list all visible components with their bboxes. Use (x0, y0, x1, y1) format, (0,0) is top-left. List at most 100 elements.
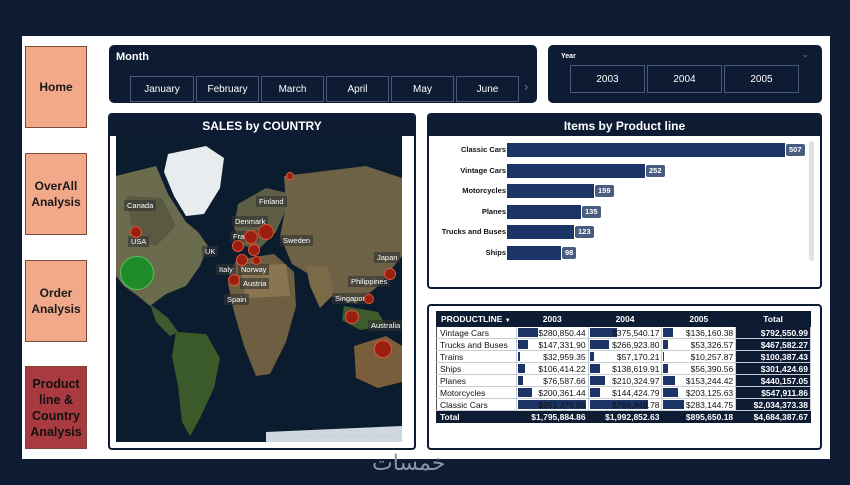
map-bubble-canada[interactable] (130, 226, 142, 238)
month-chip-june[interactable]: June (456, 76, 519, 102)
nav-order-analysis-button[interactable]: Order Analysis (25, 260, 87, 342)
map-label-austria: Austria (240, 278, 270, 289)
cell-data-bar (589, 340, 610, 349)
map-label-uk: UK (202, 246, 219, 257)
bar-category-text: Vintage Cars (460, 165, 506, 175)
cell-2003: $200,361.44 (515, 386, 589, 399)
product-chart-title: Items by Product line (429, 115, 820, 136)
cell-value: Total (440, 411, 460, 422)
sales-by-country-panel: SALES by COUNTRY (108, 113, 416, 450)
cell-2005: $153,244.42 (661, 374, 737, 387)
matrix-header-total[interactable]: Total (735, 311, 811, 327)
map-bubble-finland[interactable] (286, 172, 294, 180)
product-bar-chart: Classic Cars 507 Vintage Cars 252 Motorcycle… (433, 143, 813, 273)
cell-2004: $375,540.17 (587, 326, 663, 339)
matrix-header-productline[interactable]: PRODUCTLINE ▼ (436, 311, 517, 327)
month-chip-may[interactable]: May (391, 76, 454, 102)
table-row[interactable]: Trains $32,959.35 $57,170.21 $10,257.87 $100… (436, 350, 811, 363)
month-chip-february[interactable]: February (196, 76, 259, 102)
map-label-canada: Canada (124, 200, 157, 211)
cell-value: $1,795,884.86 (531, 411, 586, 422)
total-label: Total (436, 410, 517, 423)
cell-value: $106,414.22 (538, 363, 586, 374)
cell-data-bar (517, 364, 526, 373)
row-productline: Ships (436, 362, 517, 375)
cell-value: $266,923.80 (612, 339, 660, 350)
total-2003: $1,795,884.86 (515, 410, 589, 423)
map-bubble-japan[interactable] (384, 268, 396, 280)
chevron-down-icon[interactable]: ⌄ (801, 49, 809, 59)
matrix-header-2004[interactable]: 2004 (587, 311, 663, 327)
map-bubble-philippines[interactable] (364, 294, 374, 304)
map-bubble-usa[interactable] (120, 256, 154, 290)
cell-data-bar (663, 352, 665, 361)
year-slicer: Year ⌄ 2003 2004 2005 (548, 45, 822, 103)
bar-motorcycles[interactable] (507, 184, 594, 198)
table-row[interactable]: Trucks and Buses $147,331.90 $266,923.80 $5… (436, 338, 811, 351)
month-slicer-title: Month (116, 51, 149, 63)
map-bubble-uk[interactable] (232, 240, 244, 252)
cell-value: $100,387.43 (760, 351, 808, 362)
map-bubble-spain[interactable] (228, 274, 240, 286)
cell-value: $467,582.27 (760, 339, 808, 350)
month-slicer: Month January February March April May J… (109, 45, 537, 103)
nav-product-label: Product line & Country Analysis (30, 376, 82, 439)
year-chip-2005[interactable]: 2005 (724, 65, 799, 93)
bar-vintage-cars[interactable] (507, 163, 645, 178)
map-label-finland: Finland (256, 196, 287, 207)
map-label-usa: USA (128, 236, 150, 247)
map-label-sweden: Sweden (280, 235, 314, 246)
cell-value: Trains (440, 351, 464, 362)
table-row[interactable]: Classic Cars $951,379.85 $799,848.78 $283,1… (436, 398, 811, 411)
year-chip-2004[interactable]: 2004 (647, 65, 722, 93)
cell-data-bar (517, 340, 528, 349)
month-chip-january[interactable]: January (130, 76, 194, 102)
bar-category-text: Classic Cars (460, 145, 506, 154)
map-label-norway: Norway (238, 264, 270, 275)
matrix-header-2005[interactable]: 2005 (661, 311, 737, 327)
bar-category-text: Motorcycles (462, 186, 506, 195)
cell-value: $138,619.91 (612, 363, 660, 374)
world-map[interactable]: Canada USA Finland Denmark France Sweden… (116, 136, 402, 442)
month-chip-march[interactable]: March (261, 76, 324, 102)
table-row[interactable]: Ships $106,414.22 $138,619.91 $56,390.56 $30… (436, 362, 811, 375)
cell-data-bar (589, 364, 601, 373)
month-chip-april[interactable]: April (326, 76, 389, 102)
map-bubble-singapore[interactable] (345, 310, 359, 324)
map-bubble-norway[interactable] (248, 244, 260, 256)
watermark-logo: خمسات (372, 451, 446, 476)
bar-ships[interactable] (507, 245, 561, 260)
table-row[interactable]: Vintage Cars $280,850.44 $375,540.17 $136,1… (436, 326, 811, 339)
bar-category-text: Trucks and Buses (441, 227, 506, 236)
cell-value: $895,650.18 (685, 411, 734, 422)
cell-value: $210,324.97 (612, 375, 660, 386)
cell-total: $2,034,373.38 (735, 398, 811, 411)
nav-product-country-button[interactable]: Product line & Country Analysis (25, 366, 87, 449)
total-2004: $1,992,852.63 (587, 410, 663, 423)
cell-value: $203,125.63 (685, 387, 734, 398)
chevron-right-icon[interactable]: › (524, 79, 529, 94)
chart-scrollbar[interactable] (809, 141, 814, 261)
cell-value: $301,424.69 (760, 363, 808, 374)
matrix-header-2003[interactable]: 2003 (515, 311, 589, 327)
map-bubble-denmark[interactable] (244, 230, 258, 244)
items-by-product-line-panel: Items by Product line Classic Cars 507 Vin… (427, 113, 822, 289)
table-row[interactable]: Planes $76,587.66 $210,324.97 $153,244.42 $4… (436, 374, 811, 387)
map-bubble-australia[interactable] (374, 340, 392, 358)
nav-overall-analysis-button[interactable]: OverAll Analysis (25, 153, 87, 235)
nav-home-button[interactable]: Home (25, 46, 87, 128)
bar-trucks-and-buses[interactable] (507, 225, 574, 239)
cell-value: $799,848.78 (612, 399, 660, 410)
map-bubble-sweden[interactable] (258, 224, 274, 240)
table-row[interactable]: Motorcycles $200,361.44 $144,424.79 $203,12… (436, 386, 811, 399)
bar-planes[interactable] (507, 204, 581, 219)
map-bubble-france[interactable] (236, 254, 248, 266)
year-chip-2003[interactable]: 2003 (570, 65, 645, 93)
bar-classic-cars[interactable] (507, 143, 785, 157)
cell-2004: $138,619.91 (587, 362, 663, 375)
cell-2005: $283,144.75 (661, 398, 737, 411)
map-title: SALES by COUNTRY (110, 115, 414, 136)
cell-data-bar (517, 400, 586, 409)
sort-down-icon[interactable]: ▼ (504, 318, 511, 324)
map-bubble-austria[interactable] (252, 256, 261, 265)
